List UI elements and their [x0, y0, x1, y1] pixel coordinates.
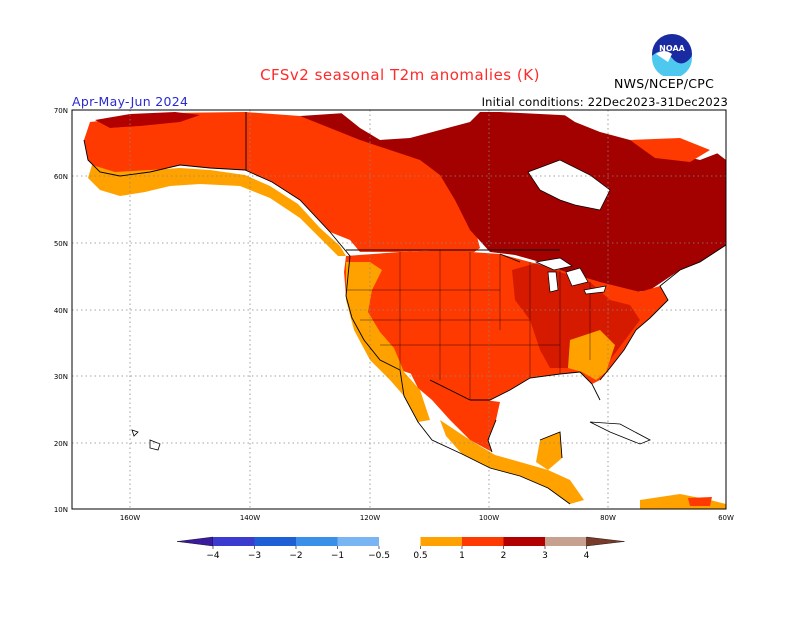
- map-frame: [71, 109, 727, 510]
- region-alaska-coast: [88, 165, 346, 256]
- region-mexico: [410, 372, 500, 452]
- lat-label-60n: 60N: [54, 173, 68, 181]
- colorbar-bin: [545, 537, 587, 546]
- colorbar-arrow-low: [176, 536, 214, 547]
- colorbar-bin: [296, 537, 338, 546]
- region-west-coast: [346, 262, 430, 422]
- region-south-america-red: [688, 497, 712, 506]
- colorbar-bin: [213, 537, 255, 546]
- colorbar-bin: [503, 537, 545, 546]
- colorbar-tick-label: 1: [459, 551, 465, 561]
- colorbar-tick-label: −3: [248, 551, 261, 561]
- colorbar-tick-label: −1: [331, 551, 344, 561]
- colorbar-tick-label: 2: [501, 551, 507, 561]
- colorbar-arrow-high: [586, 536, 625, 547]
- forecast-period: Apr-May-Jun 2024: [72, 94, 189, 109]
- colorbar-tick-label: −2: [289, 551, 302, 561]
- colorbar-tick-label: 0.5: [413, 551, 427, 561]
- region-cuba: [589, 421, 651, 445]
- lon-labels: 160W 140W 120W 100W 80W 60W: [120, 514, 734, 522]
- colorbar-tick-label: 4: [584, 551, 590, 561]
- region-southeast: [568, 330, 615, 380]
- lon-label-100w: 100W: [479, 514, 499, 522]
- colorbar: −4 −3 −2 −1 −0.5 0.5 1 2 3 4: [176, 536, 625, 561]
- lat-label-20n: 20N: [54, 440, 68, 448]
- lat-label-50n: 50N: [54, 240, 68, 248]
- region-yucatan: [536, 432, 562, 470]
- lon-label-60w: 60W: [718, 514, 734, 522]
- lat-label-70n: 70N: [54, 107, 68, 115]
- region-ncanada-dark: [300, 112, 726, 295]
- agency-label: NWS/NCEP/CPC: [614, 76, 715, 91]
- lat-label-30n: 30N: [54, 373, 68, 381]
- lon-label-120w: 120W: [360, 514, 380, 522]
- hudson-bay: [527, 159, 611, 211]
- colorbar-bin: [337, 537, 379, 546]
- noaa-logo: NOAA: [650, 32, 694, 76]
- map-title: CFSv2 seasonal T2m anomalies (K): [260, 66, 540, 84]
- lon-label-160w: 160W: [120, 514, 140, 522]
- colorbar-tick-label: 3: [542, 551, 548, 561]
- lat-label-10n: 10N: [54, 506, 68, 514]
- logo-text: NOAA: [659, 44, 685, 53]
- region-alaska-wcanada: [84, 112, 480, 255]
- lon-label-80w: 80W: [600, 514, 616, 522]
- arctic-islands: [340, 112, 480, 140]
- lat-label-40n: 40N: [54, 307, 68, 315]
- region-mexico-south: [440, 420, 584, 504]
- great-lakes: [534, 257, 607, 295]
- initial-conditions: Initial conditions: 22Dec2023-31Dec2023: [481, 95, 728, 109]
- region-hawaii: [131, 429, 161, 451]
- lat-labels: 70N 60N 50N 40N 30N 20N 10N: [54, 107, 68, 514]
- colorbar-tick-label: −4: [206, 551, 220, 561]
- colorbar-bin: [420, 537, 462, 546]
- grid-lines: [72, 110, 726, 509]
- state-borders: [346, 250, 591, 400]
- colorbar-bin: [462, 537, 504, 546]
- lon-label-140w: 140W: [240, 514, 260, 522]
- region-alaska-north-dark: [95, 112, 200, 128]
- region-alaska-north-strong: [110, 126, 168, 136]
- colorbar-bin: [254, 537, 296, 546]
- colorbar-tick-label: −0.5: [368, 551, 390, 561]
- coastlines: [83, 112, 726, 505]
- arctic-islands-red: [630, 138, 710, 162]
- colorbar-bin: [379, 537, 421, 546]
